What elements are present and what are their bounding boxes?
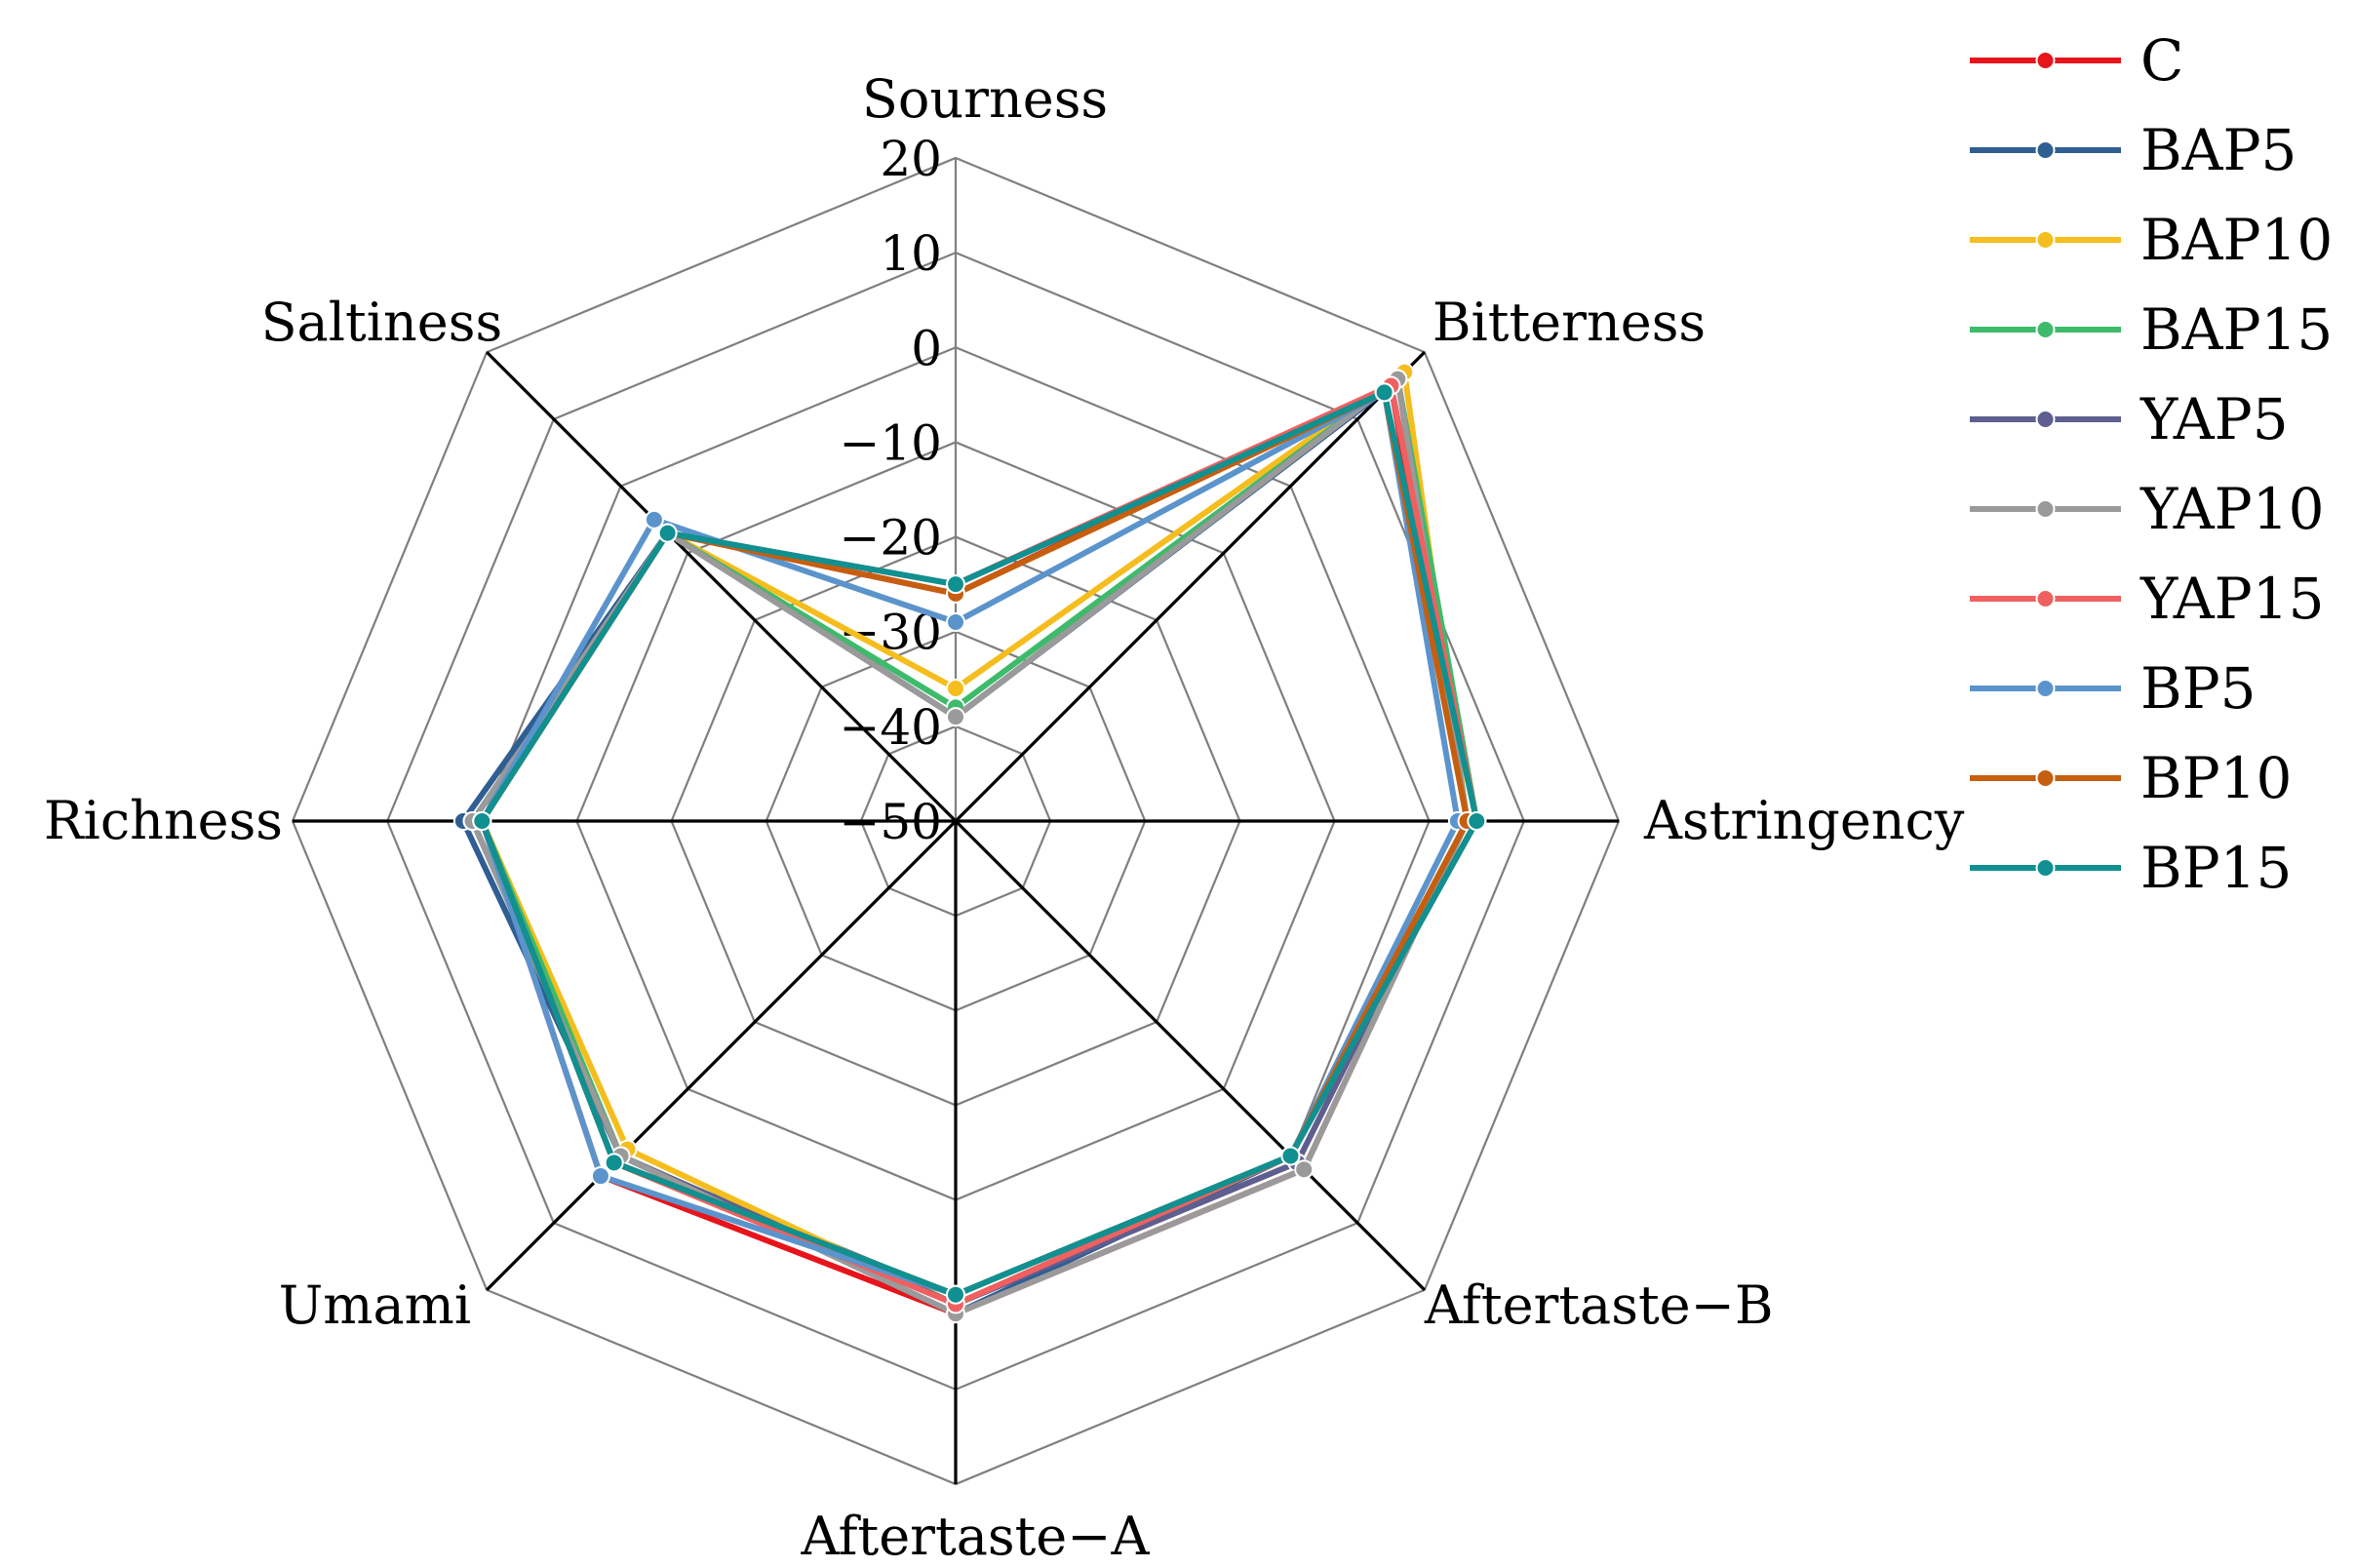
legend-marker-yap5 (2035, 410, 2056, 429)
point-bp15-umami (604, 1153, 624, 1173)
axis-label-bitterness: Bitterness (1433, 292, 1706, 353)
legend-item-bp5: BP5 (1970, 655, 2257, 722)
axis-label-sourness: Sourness (862, 68, 1108, 130)
legend-item-yap5: YAP5 (1970, 386, 2289, 452)
legend-label-yap15: YAP15 (2139, 566, 2325, 632)
legend-label-yap5: YAP5 (2139, 386, 2289, 452)
tick-label-10: −10 (839, 414, 942, 471)
spoke-aftertaste-b (954, 819, 1426, 1291)
point-yap10-sourness (946, 707, 965, 727)
legend-item-yap10: YAP10 (1970, 476, 2325, 542)
spoke-saltiness (486, 351, 958, 823)
point-bp15-saltiness (657, 523, 678, 543)
axis-label-saltiness: Saltiness (261, 292, 503, 353)
point-bp5-saltiness (644, 509, 664, 529)
tick-label-20: −20 (839, 510, 942, 567)
legend-marker-bap5 (2035, 140, 2056, 160)
point-bp15-sourness (946, 574, 965, 595)
legend-item-bp10: BP10 (1970, 745, 2292, 811)
point-bp15-richness (472, 811, 492, 831)
point-bp15-astringency (1467, 811, 1487, 831)
tick-label-20: 20 (880, 131, 942, 187)
legend-label-bap5: BAP5 (2140, 117, 2296, 183)
series-line-c (479, 382, 1471, 1317)
legend-label-bp15: BP15 (2140, 835, 2292, 901)
legend-label-yap10: YAP10 (2139, 476, 2325, 542)
legend-label-bp10: BP10 (2140, 745, 2292, 811)
legend-item-bp15: BP15 (1970, 835, 2292, 901)
legend-item-bap5: BAP5 (1970, 117, 2296, 183)
axis-label-umami: Umami (279, 1274, 471, 1336)
axis-label-astringency: Astringency (1643, 790, 1965, 851)
legend: C BAP5 BAP10 BAP15 YAP5 YAP10 YAP15 BP5 BP10 BP15 (1970, 27, 2333, 901)
legend-marker-c (2035, 51, 2056, 70)
tick-label-0: 0 (911, 320, 942, 376)
legend-marker-bp15 (2035, 858, 2056, 878)
axis-label-aftertaste-a: Aftertaste−A (800, 1506, 1150, 1567)
legend-label-c: C (2140, 27, 2183, 94)
legend-item-bap10: BAP10 (1970, 207, 2333, 273)
point-bp5-sourness (946, 612, 965, 632)
point-bp15-aftertaste-b (1280, 1146, 1301, 1166)
series-lines (452, 362, 1487, 1324)
tick-label-50: −50 (839, 794, 942, 850)
series-bap15 (472, 369, 1487, 1314)
legend-marker-bp10 (2035, 768, 2056, 788)
tick-label-10: 10 (880, 225, 942, 282)
legend-item-c: C (1970, 27, 2183, 94)
radar-spokes (293, 158, 1619, 1484)
point-bp5-umami (590, 1166, 610, 1187)
series-line-yap10 (469, 375, 1471, 1317)
axis-label-aftertaste-b: Aftertaste−B (1424, 1274, 1774, 1336)
point-bap10-sourness (946, 679, 965, 698)
legend-marker-yap10 (2035, 499, 2056, 519)
axis-label-richness: Richness (44, 790, 283, 851)
series-line-bap5 (459, 382, 1480, 1317)
point-bp15-bitterness (1374, 382, 1394, 403)
legend-marker-bp5 (2035, 679, 2056, 698)
legend-marker-yap15 (2035, 589, 2056, 608)
point-yap10-aftertaste-b (1294, 1159, 1315, 1180)
legend-label-bp5: BP5 (2140, 655, 2257, 722)
tick-label-40: −40 (839, 699, 942, 756)
series-line-bap15 (479, 375, 1480, 1308)
axis-labels: Sourness Bitterness Astringency Aftertaste−… (44, 68, 1965, 1567)
legend-label-bap15: BAP15 (2140, 296, 2333, 363)
series-bp15 (472, 382, 1487, 1305)
legend-marker-bap15 (2035, 320, 2056, 339)
legend-label-bap10: BAP10 (2140, 207, 2333, 273)
spoke-umami (486, 819, 958, 1291)
legend-item-bap15: BAP15 (1970, 296, 2333, 363)
legend-item-yap15: YAP15 (1970, 566, 2325, 632)
legend-marker-bap10 (2035, 230, 2056, 250)
point-bp15-aftertaste-a (946, 1284, 965, 1305)
spoke-bitterness (954, 351, 1426, 823)
series-c (472, 375, 1477, 1324)
